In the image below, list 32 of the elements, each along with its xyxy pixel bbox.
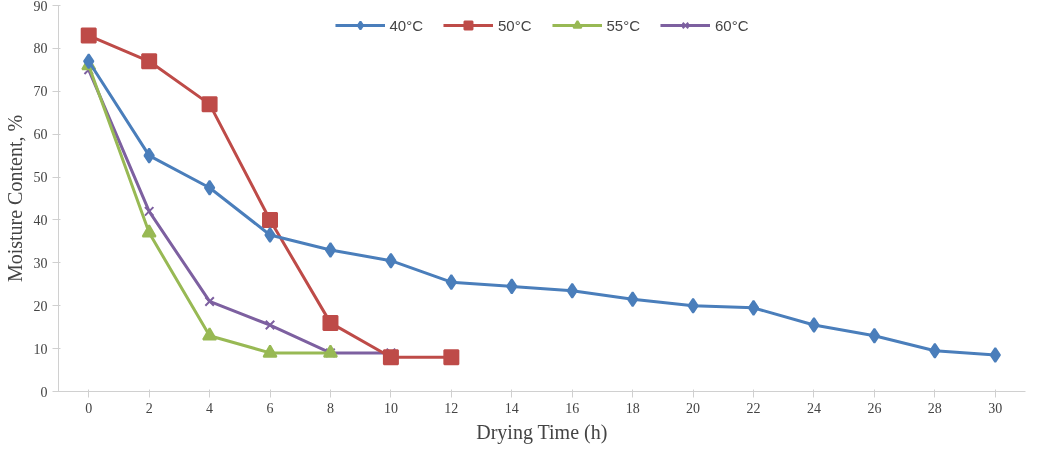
x-tick-label: 6 [266,400,274,416]
y-tick-label: 20 [33,298,48,314]
y-tick-label: 30 [33,255,48,271]
x-tick-label: 24 [806,400,821,416]
y-tick-label: 80 [33,41,48,57]
x-tick-label: 2 [145,400,153,416]
x-tick-label: 28 [927,400,942,416]
y-tick-label: 70 [33,84,48,100]
x-tick-label: 16 [565,400,580,416]
x-tick-label: 26 [867,400,882,416]
y-tick-label: 40 [33,212,48,228]
legend-label: 40°C [389,16,423,34]
x-tick-label: 12 [444,400,459,416]
x-tick-label: 14 [504,400,519,416]
x-tick-label: 8 [326,400,334,416]
x-tick-label: 30 [988,400,1003,416]
x-tick-label: 20 [686,400,701,416]
x-tick-label: 18 [625,400,640,416]
y-tick-label: 90 [33,0,48,14]
y-tick-label: 10 [33,341,48,357]
y-tick-label: 50 [33,170,48,186]
x-axis-title: Drying Time (h) [476,420,608,444]
x-tick-label: 4 [206,400,214,416]
x-tick-label: 0 [85,400,93,416]
legend-label: 55°C [606,16,641,34]
legend-label: 50°C [497,16,532,34]
y-axis-title: Moisture Content, % [3,114,26,283]
x-tick-label: 22 [746,400,761,416]
y-tick-label: 60 [33,127,48,143]
legend-label: 60°C [715,16,749,34]
y-tick-label: 0 [40,384,48,400]
x-tick-label: 10 [383,400,398,416]
